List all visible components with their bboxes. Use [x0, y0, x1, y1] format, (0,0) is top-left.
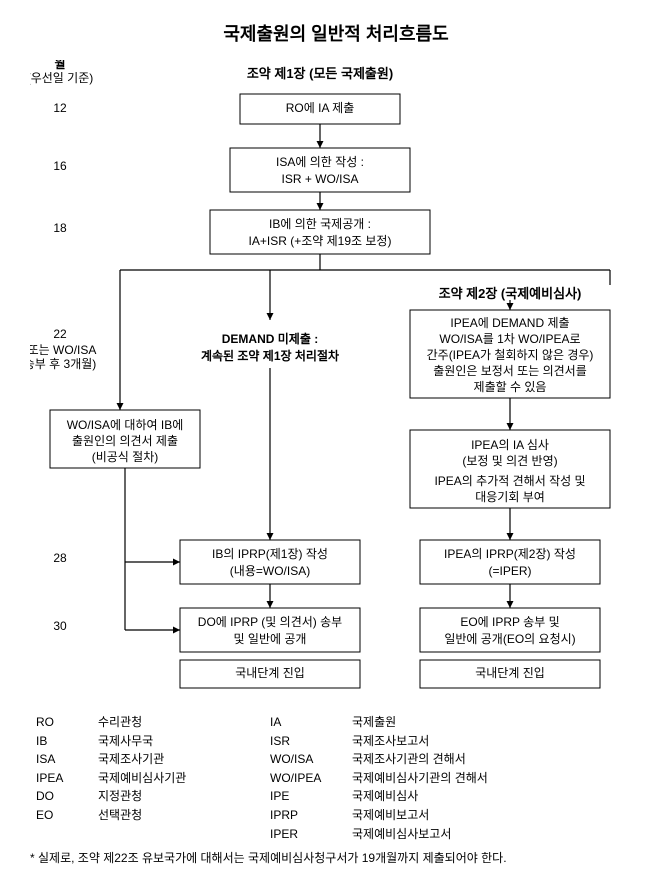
axis-m22-note2: 송부 후 3개월) — [30, 357, 96, 371]
glossary-abbr: ISA — [30, 750, 92, 769]
box-ipea-exam-l4: 대응기회 부여 — [475, 490, 545, 504]
glossary-abbr — [30, 825, 92, 844]
chapter1-header: 조약 제1장 (모든 국제출원) — [247, 66, 393, 81]
box-ipea-demand-l4: 출원인은 보정서 또는 의견서를 — [433, 364, 587, 378]
glossary-abbr: IPE — [264, 787, 346, 806]
box-ipea-exam-l2: (보정 및 의견 반영) — [462, 454, 557, 468]
glossary-abbr: WO/ISA — [264, 750, 346, 769]
glossary-def — [92, 825, 264, 844]
glossary-def: 국제예비심사기관 — [92, 769, 264, 788]
glossary-def: 국제예비심사보고서 — [346, 825, 642, 844]
box-ipea-demand-l5: 제출할 수 있음 — [474, 380, 547, 394]
glossary-def: 선택관청 — [92, 806, 264, 825]
box-do-l2: 및 일반에 공개 — [234, 632, 307, 646]
glossary-def: 국제조사보고서 — [346, 732, 642, 751]
glossary-def: 수리관청 — [92, 713, 264, 732]
glossary-abbr: EO — [30, 806, 92, 825]
box-iprp2-l2: (=IPER) — [488, 564, 531, 578]
glossary-abbr: DO — [30, 787, 92, 806]
glossary-abbr: WO/IPEA — [264, 769, 346, 788]
glossary-def: 국제출원 — [346, 713, 642, 732]
chapter2-header: 조약 제2장 (국제예비심사) — [439, 286, 582, 301]
box-ipea-exam-l3: IPEA의 추가적 견해서 작성 및 — [434, 474, 585, 488]
box-national1-text: 국내단계 진입 — [235, 666, 305, 680]
box-national2-text: 국내단계 진입 — [475, 666, 545, 680]
axis-header: 월 — [54, 60, 65, 71]
box-woisa-l3: (비공식 절차) — [92, 450, 159, 464]
axis-m22: 22 — [53, 327, 67, 341]
glossary-def: 지정관청 — [92, 787, 264, 806]
box-do-l1: DO에 IPRP (및 의견서) 송부 — [198, 615, 342, 629]
box-ipea-demand-l3: 간주(IPEA가 철회하지 않은 경우) — [427, 348, 594, 362]
box-ipea-demand-l1: IPEA에 DEMAND 제출 — [450, 316, 569, 330]
axis-m28: 28 — [53, 551, 67, 565]
box-ipea-demand-l2: WO/ISA를 1차 WO/IPEA로 — [439, 332, 580, 346]
glossary-abbr: IA — [264, 713, 346, 732]
glossary-def: 국제예비심사기관의 견해서 — [346, 769, 642, 788]
box-ro-text: RO에 IA 제출 — [286, 101, 354, 115]
glossary-def: 국제사무국 — [92, 732, 264, 751]
axis-m12: 12 — [53, 101, 67, 115]
glossary: RO수리관청IA국제출원 IB국제사무국ISR국제조사보고서 ISA국제조사기관WO… — [30, 713, 642, 843]
axis-m22-note1: (또는 WO/ISA — [30, 343, 96, 357]
glossary-def: 국제조사기관 — [92, 750, 264, 769]
box-ib-l2: IA+ISR (+조약 제19조 보정) — [249, 233, 392, 248]
glossary-abbr: IB — [30, 732, 92, 751]
demand-no-l2: 계속된 조약 제1장 처리절차 — [201, 348, 339, 363]
axis-m16: 16 — [53, 159, 67, 173]
box-iprp1-l1: IB의 IPRP(제1장) 작성 — [212, 547, 328, 561]
page-title: 국제출원의 일반적 처리흐름도 — [30, 20, 642, 46]
box-iprp2-l1: IPEA의 IPRP(제2장) 작성 — [444, 547, 576, 561]
demand-no-l1: DEMAND 미제출 : — [222, 331, 318, 346]
box-iprp1-l2: (내용=WO/ISA) — [230, 564, 310, 578]
glossary-abbr: RO — [30, 713, 92, 732]
box-isa-l1: ISA에 의한 작성 : — [276, 155, 364, 169]
glossary-def: 국제조사기관의 견해서 — [346, 750, 642, 769]
glossary-abbr: IPEA — [30, 769, 92, 788]
box-eo-l1: EO에 IPRP 송부 및 — [460, 615, 559, 629]
box-woisa-l2: 출원인의 의견서 제출 — [72, 434, 178, 448]
glossary-abbr: IPRP — [264, 806, 346, 825]
box-ipea-exam-l1: IPEA의 IA 심사 — [471, 438, 549, 452]
flowchart: 월 (우선일 기준) 12 16 18 22 (또는 WO/ISA 송부 후 3… — [30, 60, 642, 700]
glossary-def: 국제예비심사 — [346, 787, 642, 806]
axis-m18: 18 — [53, 221, 67, 235]
axis-m30: 30 — [53, 619, 67, 633]
axis-subheader: (우선일 기준) — [30, 71, 93, 85]
glossary-abbr: ISR — [264, 732, 346, 751]
footnote: * 실제로, 조약 제22조 유보국가에 대해서는 국제예비심사청구서가 19개… — [30, 849, 642, 866]
box-eo-l2: 일반에 공개(EO의 요청시) — [444, 632, 575, 646]
glossary-abbr: IPER — [264, 825, 346, 844]
box-woisa-l1: WO/ISA에 대하여 IB에 — [67, 418, 184, 432]
box-isa-l2: ISR + WO/ISA — [281, 172, 358, 186]
glossary-def: 국제예비보고서 — [346, 806, 642, 825]
box-ib-l1: IB에 의한 국제공개 : — [269, 217, 371, 231]
